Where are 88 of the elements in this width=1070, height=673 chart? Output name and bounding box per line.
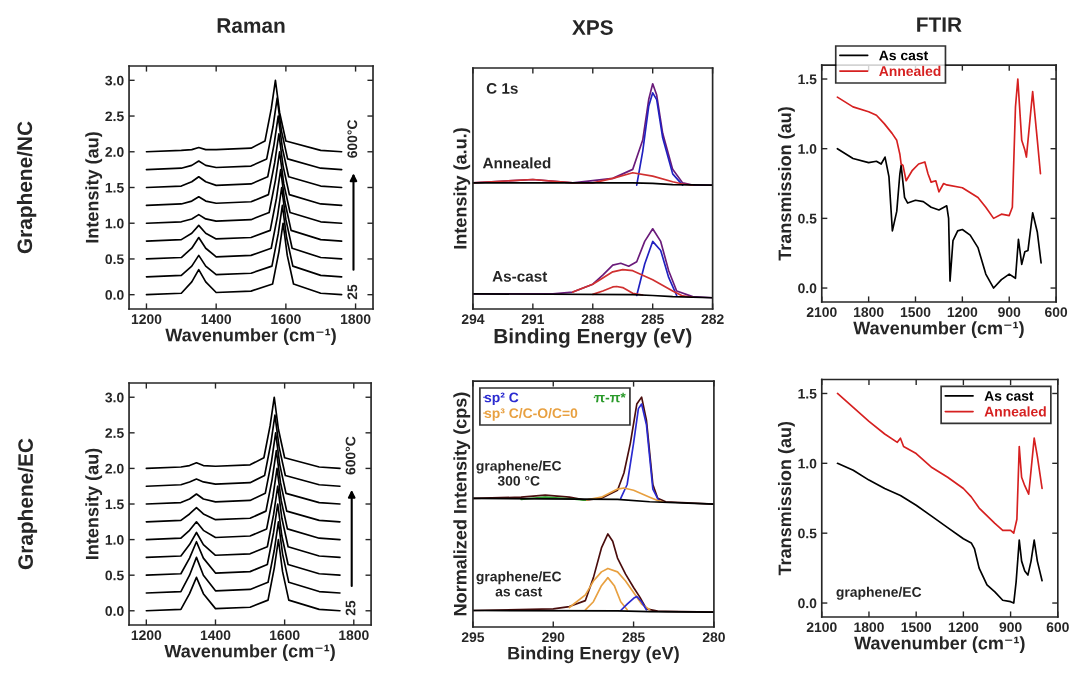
- y-tick-label: 0.0: [105, 606, 124, 616]
- annotation: As-cast: [492, 271, 548, 282]
- x-tick-label: 282: [701, 314, 724, 325]
- y-tick-label: 0.5: [798, 213, 817, 224]
- x-tick-label: 1500: [901, 622, 932, 633]
- text: Annealed: [879, 65, 941, 77]
- annotation: Annealed: [482, 157, 551, 169]
- x-tick-label: 600: [1046, 622, 1069, 633]
- line-series: [836, 462, 1043, 604]
- x-tick-label: 1500: [900, 307, 931, 318]
- x-tick-label: 1200: [131, 314, 162, 325]
- y-tick-label: 1.0: [105, 534, 124, 545]
- x-tick-label: 1400: [200, 630, 231, 641]
- x-tick-label: 2100: [806, 307, 837, 318]
- x-tick-label: 1800: [339, 630, 369, 641]
- text: Graphene/EC: [17, 438, 38, 570]
- annotation: C 1s: [486, 83, 518, 94]
- y-axis-title: Transmission (au): [777, 421, 795, 576]
- x-tick-label: 280: [702, 632, 725, 643]
- text: Graphene/NC: [16, 121, 37, 254]
- y-tick-label: 3.0: [105, 75, 124, 86]
- x-tick-label: 1200: [947, 307, 978, 318]
- x-axis-title: Binding Energy (eV): [494, 328, 692, 348]
- legend-label: sp³ C/C-O/C=0: [484, 407, 578, 421]
- y-tick-label: 2.5: [105, 111, 124, 122]
- chart-title: XPS: [572, 20, 613, 35]
- annotation: 600°C: [347, 119, 358, 158]
- x-tick-label: 2100: [806, 622, 837, 633]
- x-tick-label: 900: [998, 307, 1021, 318]
- x-tick-label: 1800: [854, 307, 884, 318]
- x-tick-label: 1600: [271, 314, 301, 325]
- y-axis-title: Intensity (a.u.): [453, 128, 471, 249]
- chart-title: FTIR: [917, 17, 962, 32]
- y-axis-title: Transmission (au): [777, 107, 795, 261]
- y-tick-label: 1.0: [798, 458, 817, 469]
- y-axis-title: Intensity (au): [85, 448, 103, 559]
- legend-label: Annealed: [984, 406, 1046, 417]
- legend-label: sp² C: [484, 392, 519, 406]
- y-tick-label: 0.0: [798, 283, 817, 294]
- y-tick-label: 2.0: [105, 147, 124, 157]
- annotation: 25: [345, 600, 356, 616]
- x-tick-label: 294: [461, 314, 485, 325]
- x-tick-label: 1800: [854, 622, 884, 633]
- y-tick-label: 1.5: [105, 499, 124, 510]
- annotation: 25: [347, 284, 358, 300]
- annotation: 600°C: [345, 436, 356, 475]
- y-tick-label: 3.0: [105, 392, 124, 403]
- x-tick-label: 290: [542, 632, 565, 643]
- x-tick-label: 288: [581, 314, 604, 325]
- x-tick-label: 1200: [131, 630, 162, 641]
- y-tick-label: 1.0: [798, 144, 817, 154]
- y-axis-title: Normalized Intensity (cps): [453, 392, 471, 616]
- y-tick-label: 2.5: [105, 428, 124, 438]
- x-tick-label: 285: [641, 314, 664, 325]
- x-tick-label: 1400: [201, 314, 232, 325]
- x-tick-label: 1200: [948, 622, 979, 633]
- y-tick-label: 1.5: [105, 182, 124, 193]
- y-tick-label: 1.5: [798, 74, 817, 85]
- x-axis-title: Wavenumber (cm⁻¹): [853, 321, 1024, 338]
- y-tick-label: 2.0: [105, 463, 124, 474]
- x-tick-label: 291: [521, 314, 545, 325]
- x-tick-label: 900: [999, 622, 1022, 633]
- y-tick-label: 0.5: [798, 528, 817, 539]
- legend-label: As cast: [879, 50, 929, 61]
- y-tick-label: 1.5: [798, 388, 817, 399]
- x-tick-label: 285: [622, 632, 645, 643]
- y-axis-title: Intensity (au): [85, 132, 103, 243]
- line-series: [836, 147, 1042, 289]
- legend-label: π-π*: [594, 392, 626, 403]
- x-tick-label: 295: [461, 632, 485, 643]
- y-tick-label: 1.0: [105, 218, 124, 229]
- x-axis-title: Wavenumber (cm⁻¹): [854, 636, 1025, 654]
- y-tick-label: 0.5: [105, 570, 124, 581]
- legend-label: As cast: [984, 391, 1034, 401]
- x-axis-title: Wavenumber (cm⁻¹): [164, 644, 335, 662]
- x-tick-label: 1600: [270, 630, 300, 641]
- annotation: graphene/EC as cast: [476, 571, 562, 597]
- annotation: graphene/EC: [836, 586, 922, 600]
- chart-title: Raman: [217, 18, 285, 33]
- y-tick-label: 0.5: [105, 254, 124, 265]
- line-series: [836, 78, 1042, 220]
- x-tick-label: 1800: [341, 314, 371, 325]
- x-tick-label: 600: [1045, 307, 1068, 318]
- x-axis-title: Wavenumber (cm⁻¹): [165, 328, 336, 345]
- y-tick-label: 0.0: [105, 290, 124, 300]
- x-axis-title: Binding Energy (eV): [508, 646, 679, 664]
- annotation: graphene/EC 300 °C: [476, 460, 562, 486]
- y-tick-label: 0.0: [798, 598, 817, 609]
